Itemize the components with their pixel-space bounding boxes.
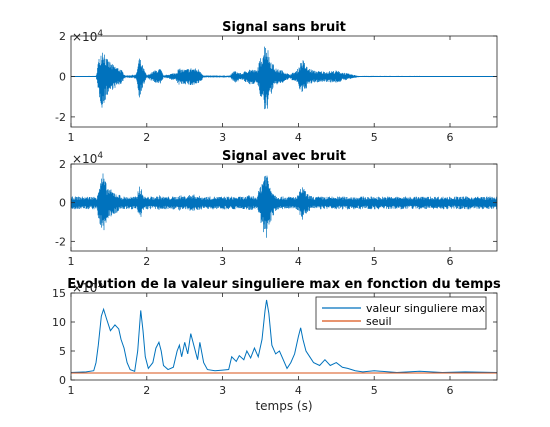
- x-tick-label: 5: [371, 255, 378, 268]
- x-tick-label: 3: [219, 131, 226, 144]
- y-exponent: ×105: [72, 280, 103, 295]
- x-tick-label: 4: [295, 255, 302, 268]
- y-exponent-power: 5: [97, 280, 103, 290]
- plot-area: [71, 46, 497, 110]
- x-tick-label: 4: [295, 131, 302, 144]
- y-exponent-base: ×10: [72, 30, 97, 44]
- x-tick-label: 3: [219, 384, 226, 397]
- plot-area: [71, 173, 497, 238]
- axes: 1 2 3 4 5 6 -2 0 2: [55, 158, 498, 268]
- y-tick-label: 5: [59, 345, 66, 358]
- panel-signal-avec-bruit: Signal avec bruit ×104 1 2 3 4 5 6-202: [55, 149, 498, 268]
- y-tick-label: 2: [59, 158, 66, 171]
- x-tick-label: 5: [371, 131, 378, 144]
- y-exponent-power: 4: [97, 29, 103, 39]
- x-tick-label: 2: [143, 384, 150, 397]
- axes-box: [70, 292, 498, 381]
- x-tick-label: 2: [143, 131, 150, 144]
- y-tick-label: 15: [52, 287, 66, 300]
- x-axis-label: temps (s): [255, 399, 312, 413]
- signal-waveform: [71, 46, 497, 110]
- chart-title: Signal sans bruit: [222, 20, 346, 35]
- y-exponent-power: 4: [97, 151, 103, 161]
- series-line-0: [71, 299, 497, 373]
- y-tick-label: 2: [59, 30, 66, 43]
- panel-signal-sans-bruit: Signal sans bruit ×104 1 2 3 4 5 6-202: [55, 20, 498, 144]
- panel-valeur-singuliere: Evolution de la valeur singuliere max en…: [52, 277, 501, 413]
- legend-label-0: valeur singuliere max: [366, 302, 486, 315]
- axes: 1 2 3 4 5 6 0 5 10 15: [52, 287, 498, 397]
- y-exponent: ×104: [72, 29, 103, 44]
- x-tick-label: 6: [447, 131, 454, 144]
- y-tick-label: 0: [59, 374, 66, 387]
- x-tick-label: 2: [143, 255, 150, 268]
- legend-label-1: seuil: [366, 315, 392, 328]
- x-tick-label: 1: [68, 384, 75, 397]
- y-tick-label: 10: [52, 316, 66, 329]
- y-tick-label: -2: [55, 235, 66, 248]
- y-tick-label: 0: [59, 70, 66, 83]
- plot-area: [71, 299, 497, 374]
- y-tick-label: 0: [59, 197, 66, 210]
- signal-waveform: [71, 173, 497, 238]
- x-tick-label: 1: [68, 255, 75, 268]
- chart-title: Signal avec bruit: [222, 149, 346, 164]
- x-tick-label: 1: [68, 131, 75, 144]
- axes-box: [70, 35, 498, 128]
- legend-box: [315, 296, 487, 330]
- legend: valeur singuliere max seuil: [315, 296, 487, 330]
- y-tick-label: -2: [55, 111, 66, 124]
- y-exponent: ×104: [72, 151, 103, 166]
- x-tick-label: 3: [219, 255, 226, 268]
- axes-box: [70, 163, 498, 252]
- x-tick-label: 5: [371, 384, 378, 397]
- x-tick-label: 4: [295, 384, 302, 397]
- x-tick-label: 6: [447, 255, 454, 268]
- x-tick-label: 6: [447, 384, 454, 397]
- y-exponent-base: ×10: [72, 152, 97, 166]
- chart-title: Evolution de la valeur singuliere max en…: [67, 277, 501, 292]
- axes: 1 2 3 4 5 6 -2 0 2: [55, 30, 498, 144]
- y-exponent-base: ×10: [72, 281, 97, 295]
